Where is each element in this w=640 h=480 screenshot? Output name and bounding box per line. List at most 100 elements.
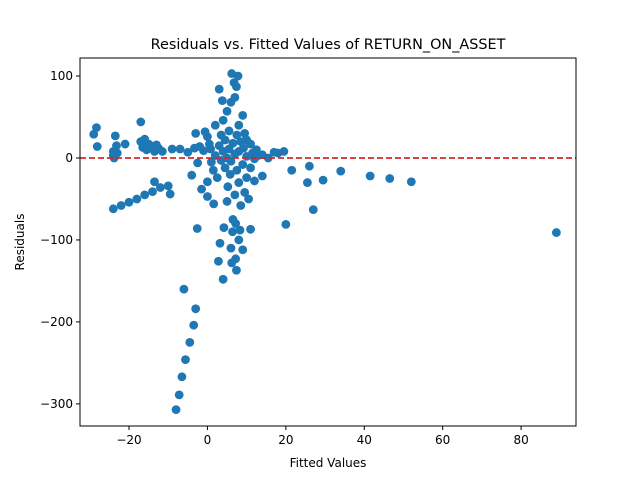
data-point [214, 256, 223, 266]
data-point [203, 177, 212, 187]
data-point [112, 148, 122, 158]
data-point [263, 153, 273, 163]
data-point [179, 284, 189, 294]
data-point [231, 254, 241, 264]
axes-frame [79, 57, 577, 427]
x-tick-label: 40 [357, 433, 372, 447]
data-point [140, 190, 150, 200]
data-point [220, 135, 230, 145]
data-point [279, 147, 289, 156]
data-point [234, 120, 244, 130]
data-point [112, 141, 121, 151]
plot-area [80, 58, 576, 426]
data-point [226, 156, 236, 166]
data-point [175, 144, 185, 154]
data-point [177, 372, 187, 382]
y-axis-label: Residuals [13, 214, 27, 271]
x-tick-label: −20 [116, 433, 141, 447]
x-tick-label: 0 [204, 433, 212, 447]
data-point [318, 175, 328, 185]
data-point [215, 238, 225, 248]
data-point [136, 117, 146, 127]
plot-layer [80, 58, 576, 426]
data-point [222, 106, 232, 116]
data-point [116, 201, 126, 210]
data-point [189, 320, 199, 330]
data-point [197, 184, 206, 194]
data-point [225, 169, 235, 179]
data-point [199, 146, 208, 156]
data-point [171, 405, 181, 415]
data-point [235, 225, 245, 235]
data-point [228, 227, 237, 237]
data-point [185, 338, 195, 347]
data-point [108, 204, 118, 214]
data-point [238, 245, 248, 255]
data-point [223, 182, 233, 192]
data-point [226, 243, 236, 253]
data-point [242, 173, 252, 183]
data-point [210, 120, 220, 130]
data-point [163, 181, 173, 191]
data-point [217, 96, 227, 106]
data-point [232, 265, 241, 275]
data-point [224, 126, 234, 136]
data-point [208, 165, 218, 175]
x-tick-label: 60 [435, 433, 450, 447]
data-point [236, 201, 246, 210]
data-point [230, 92, 240, 102]
data-point [365, 171, 375, 181]
data-point [228, 138, 238, 148]
data-point [406, 177, 416, 187]
x-tick-label: 20 [278, 433, 293, 447]
data-point [155, 183, 165, 192]
data-point [219, 223, 229, 233]
data-point [209, 199, 219, 209]
data-point [551, 228, 561, 237]
x-tick-label: 80 [513, 433, 528, 447]
data-point [148, 187, 157, 196]
data-point [92, 123, 101, 133]
data-point [336, 166, 346, 176]
data-point [193, 158, 203, 168]
data-point [250, 176, 259, 186]
data-point [150, 177, 159, 187]
chart-title: Residuals vs. Fitted Values of RETURN_ON… [151, 37, 506, 53]
data-point [192, 224, 202, 233]
data-point [234, 235, 244, 245]
data-point [240, 188, 250, 197]
data-point [246, 163, 255, 173]
data-point [212, 173, 222, 183]
data-point [246, 224, 255, 234]
data-point [218, 115, 228, 125]
data-point [206, 144, 215, 154]
data-point [187, 170, 197, 180]
y-tick-label: 0 [65, 151, 73, 165]
data-point [206, 157, 216, 167]
points-layer [89, 69, 561, 415]
data-point [239, 143, 248, 153]
data-point [303, 178, 312, 187]
data-point [220, 163, 230, 173]
data-point [385, 174, 395, 183]
data-point [238, 160, 248, 169]
data-point [304, 161, 314, 171]
data-point [183, 147, 193, 157]
data-point [232, 165, 242, 175]
data-point [181, 355, 190, 365]
x-axis-label: Fitted Values [290, 456, 367, 470]
y-tick-label: 100 [50, 69, 73, 83]
data-point [308, 205, 318, 215]
data-point [281, 219, 291, 229]
data-point [234, 178, 244, 187]
data-point [246, 139, 255, 149]
data-point [157, 147, 167, 156]
data-point [92, 142, 102, 151]
data-point [191, 129, 201, 138]
data-point [214, 84, 224, 94]
data-point [174, 390, 184, 400]
data-point [218, 274, 228, 284]
y-tick-label: −200 [40, 315, 73, 329]
